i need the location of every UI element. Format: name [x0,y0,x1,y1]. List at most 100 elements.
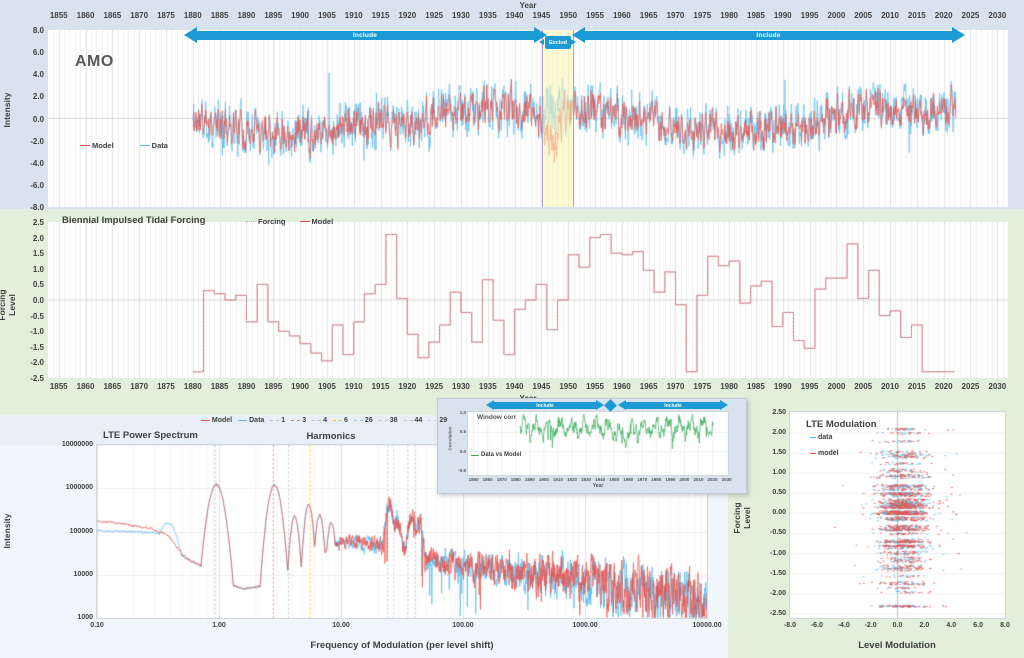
top-year-tick: 1950 [559,11,578,20]
inset-y-tick: -0.5 [458,468,466,474]
top-year-tick: 1925 [425,11,444,20]
forcing-year-tick: 1945 [532,382,551,391]
forcing-year-tick: 1905 [317,382,336,391]
forcing-y-tick: 1.0 [32,264,44,274]
legend-marker-icon [299,221,310,222]
legend-item: Model [200,417,232,424]
top-year-tick: 2030 [988,11,1007,20]
forcing-chart-canvas[interactable] [48,222,1008,378]
top-year-tick: 1920 [398,11,417,20]
legend-label: 1 [281,417,286,424]
forcing-year-tick: 1855 [49,382,68,391]
spectrum-y-tick: 10000 [73,570,93,578]
forcing-year-tick: 1890 [237,382,256,391]
modulation-x-tick: -6.0 [810,622,823,629]
inset-x-tick: 1860 [482,477,493,482]
forcing-year-tick: 1995 [800,382,819,391]
top-year-tick: 1860 [76,11,95,20]
forcing-y-tick: 1.5 [32,249,44,259]
top-year-tick: 1890 [237,11,256,20]
legend-marker-icon [238,420,248,421]
modulation-x-tick: 4.0 [946,622,957,629]
legend-label: Model [92,141,114,150]
amo-chart-canvas[interactable] [48,30,1008,207]
legend-item: Data [238,417,264,424]
window-corr-canvas[interactable] [467,411,729,476]
modulation-x-tick: 2.0 [919,622,930,629]
top-year-tick: 1975 [693,11,712,20]
forcing-y-tick: -1.5 [30,342,44,352]
top-year-tick: 1935 [478,11,497,20]
harmonics-legend-title: Harmonics [306,431,356,442]
top-year-tick: 1910 [344,11,363,20]
inset-x-tick: 1920 [566,477,578,482]
modulation-y-tick: 0.50 [772,489,786,497]
spectrum-x-tick: 0.10 [90,622,104,629]
inset-x-tick: 1960 [623,477,634,482]
forcing-year-tick: 1975 [693,382,712,391]
legend-label: Data vs Model [481,452,522,458]
inset-include-left-arrowhead-right-icon [596,400,604,410]
top-year-tick: 1945 [532,11,551,20]
inset-include-right-arrowhead-left-icon [618,400,626,410]
amo-y-tick: -2.0 [30,136,44,146]
legend-label: 29 [439,417,448,424]
forcing-year-tick: 1875 [157,382,175,391]
legend-item: 1 [270,417,285,424]
forcing-year-tick: 1960 [612,382,631,391]
amo-y-tick: -4.0 [30,158,44,168]
inset-include-right-arrow[interactable]: Include [626,402,720,409]
chart-legend: Model Data 1 3 4 6 26 38 44 29 [200,417,448,424]
spectrum-y-tick: 10000000 [61,441,93,448]
forcing-year-tick: 1915 [371,382,390,391]
top-year-tick: 1905 [317,11,336,20]
legend-marker-icon [270,420,280,421]
forcing-year-tick: 2030 [988,382,1007,391]
forcing-y-tick: 0.0 [32,296,44,305]
inset-include-right-label: Include [664,402,682,409]
top-year-tick: 2000 [827,11,846,20]
legend-marker-icon [312,420,322,421]
include-left-arrow[interactable]: Include [196,31,534,40]
exclude-marker[interactable]: Exclud [545,36,571,49]
top-year-tick: 1895 [264,11,283,20]
modulation-x-tick: 0.0 [892,622,903,629]
forcing-year-tick: 1870 [130,382,149,391]
inset-include-right-arrowhead-right-icon [720,400,728,410]
top-year-tick: 1965 [639,11,658,20]
amo-y-tick: -8.0 [30,203,44,212]
legend-marker-icon [139,145,150,146]
inset-x-tick: 1890 [524,477,535,482]
spectrum-y-tick: 100000 [69,527,93,535]
forcing-year-tick: 1955 [586,382,604,391]
top-year-tick: 1880 [183,11,202,20]
modulation-y-tick: -0.50 [770,529,786,537]
chart-legend: Data vs Model [471,452,521,458]
spectrum-x-tick: 1000.00 [572,622,598,629]
forcing-year-tick: 2010 [881,382,899,391]
inset-y-axis-title: Correlation [447,426,453,451]
forcing-year-tick: 1930 [452,382,470,391]
modulation-chart-canvas[interactable] [789,411,1006,619]
top-year-tick: 1885 [210,11,229,20]
legend-label: Model [311,217,334,226]
forcing-y-tick: -2.0 [30,358,44,368]
chart-legend: Forcing Model [246,217,333,226]
modulation-x-tick: 6.0 [973,622,983,629]
inset-include-left-label: Include [536,402,554,409]
include-right-arrow[interactable]: Include [585,31,952,40]
legend-marker-icon [403,420,413,421]
legend-marker-icon [428,420,438,421]
inset-include-left-arrow[interactable]: Include [494,402,596,409]
exclude-arrowhead-left-icon [539,39,544,45]
modulation-y-tick: 0.00 [772,509,786,517]
modulation-y-tick: 1.00 [772,469,786,477]
inset-chart-title: Window corr [477,414,517,421]
inset-x-tick: 1930 [581,477,592,482]
inset-x-tick: 1870 [496,477,507,482]
forcing-year-tick: 1885 [210,382,229,391]
top-year-tick: 1900 [291,11,309,20]
inset-x-tick: 1940 [595,477,606,482]
legend-item: data [810,434,832,441]
chart-legend: Model Data [80,141,168,150]
